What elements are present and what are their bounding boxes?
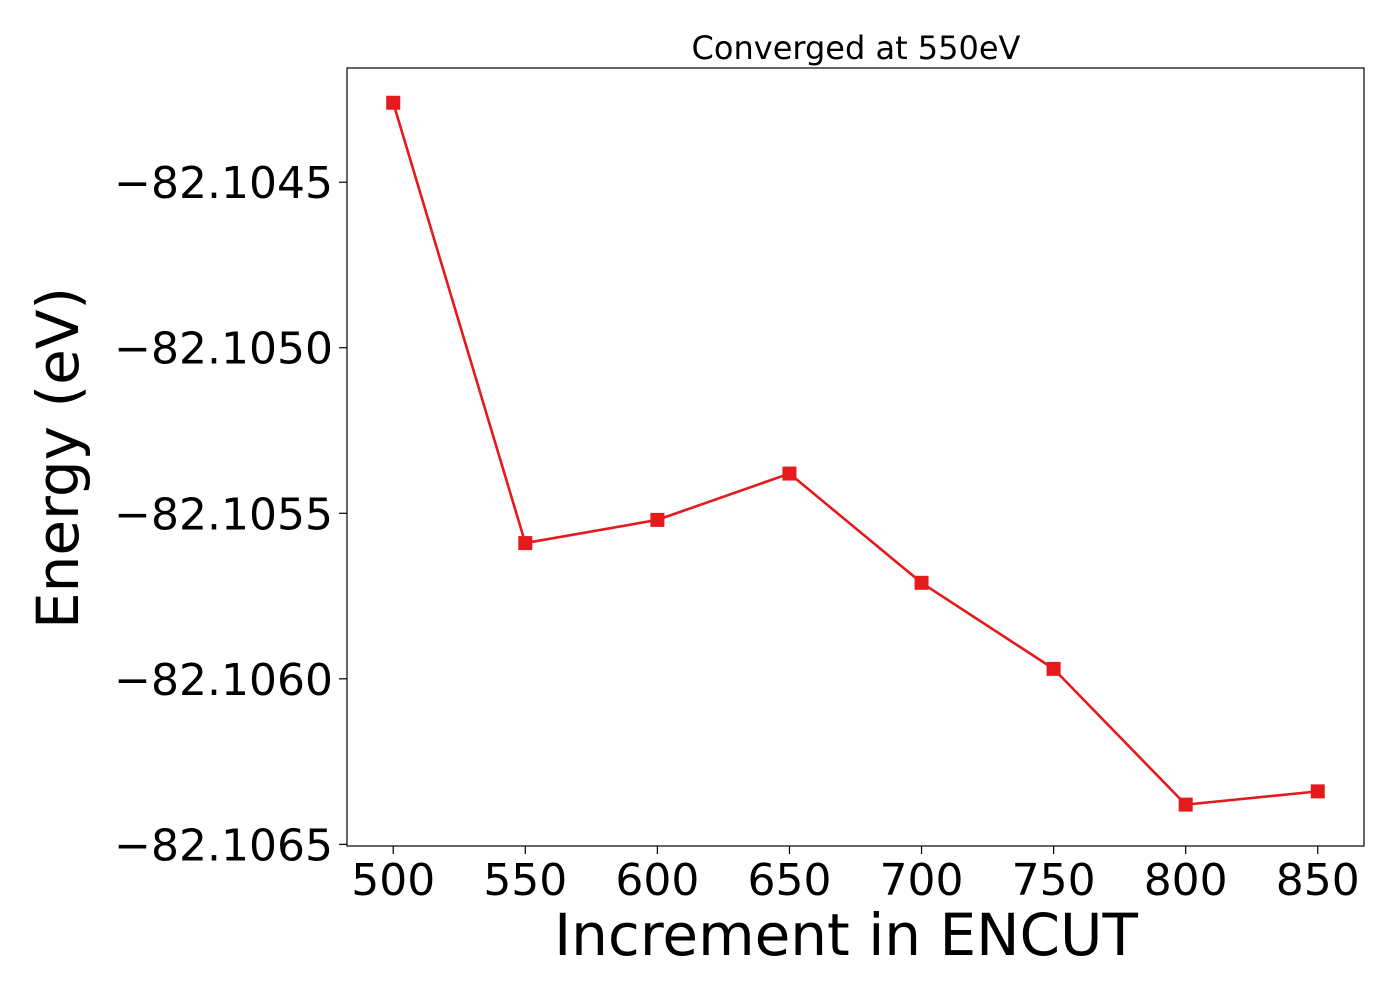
data-point-marker [650, 512, 665, 527]
data-point-marker [386, 95, 401, 110]
data-point-marker [1178, 797, 1193, 812]
x-tick-label: 700 [880, 855, 964, 906]
plot-area: 500 550 600 650 700 750 800 850 −82.1045 −82.1050… [114, 67, 1365, 906]
y-tick-label: −82.1060 [114, 655, 333, 706]
series-line [391, 102, 1318, 806]
chart-title: Converged at 550eV [692, 29, 1021, 67]
data-point-marker [518, 536, 533, 551]
x-tick-label: 650 [747, 855, 831, 906]
axes-frame [346, 67, 1365, 847]
y-tick-label: −82.1055 [114, 489, 333, 540]
x-tick-label: 750 [1012, 855, 1096, 906]
x-tick-label: 800 [1144, 855, 1228, 906]
data-point-marker [1310, 784, 1325, 799]
x-tick-label: 500 [351, 855, 435, 906]
y-tick-label: −82.1065 [114, 820, 333, 871]
y-axis-label: Energy (eV) [24, 287, 92, 629]
y-tick-label: −82.1045 [114, 158, 333, 209]
x-tick-label: 850 [1276, 855, 1360, 906]
data-point-marker [1046, 661, 1061, 676]
x-tick-label: 600 [615, 855, 699, 906]
data-point-marker [782, 466, 797, 481]
x-tick-label: 550 [483, 855, 567, 906]
y-tick-label: −82.1050 [114, 324, 333, 375]
x-axis-label: Increment in ENCUT [554, 901, 1138, 969]
data-point-marker [914, 575, 929, 590]
